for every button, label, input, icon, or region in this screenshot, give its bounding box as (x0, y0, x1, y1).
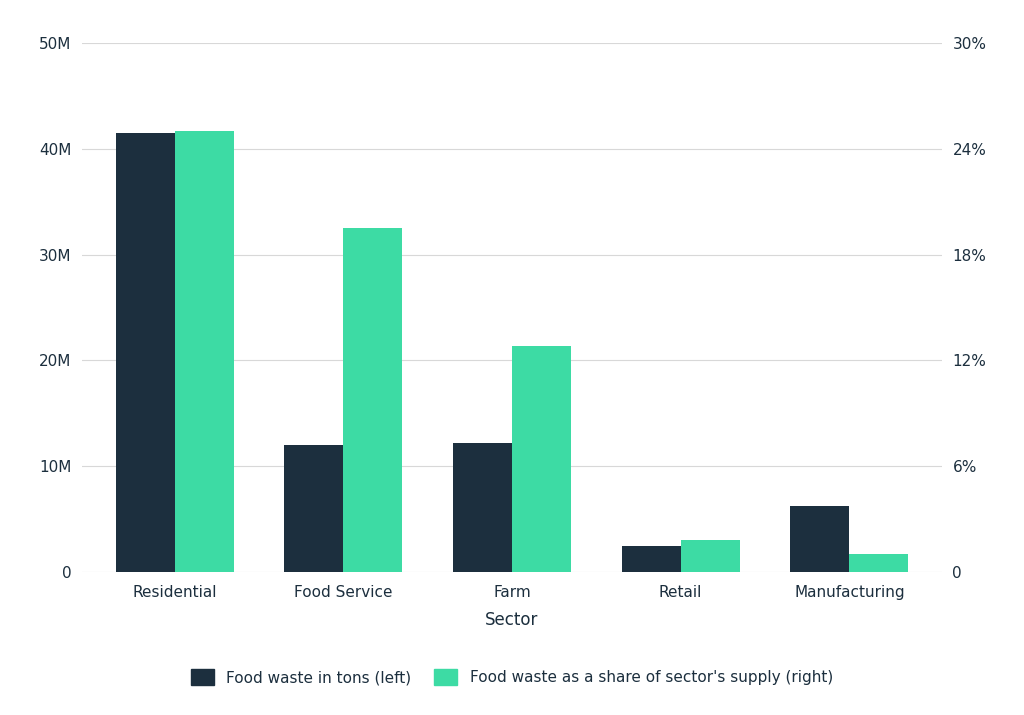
Bar (175, 131, 233, 572)
Bar (116, 133, 175, 572)
Bar (681, 541, 739, 572)
Bar (453, 443, 512, 572)
Bar (622, 546, 681, 572)
Bar (849, 554, 908, 572)
Bar (285, 445, 343, 572)
Legend: Food waste in tons (left), Food waste as a share of sector's supply (right): Food waste in tons (left), Food waste as… (183, 662, 841, 693)
Bar (512, 346, 571, 572)
Bar (343, 228, 402, 572)
Bar (791, 506, 849, 572)
X-axis label: Sector: Sector (485, 611, 539, 629)
